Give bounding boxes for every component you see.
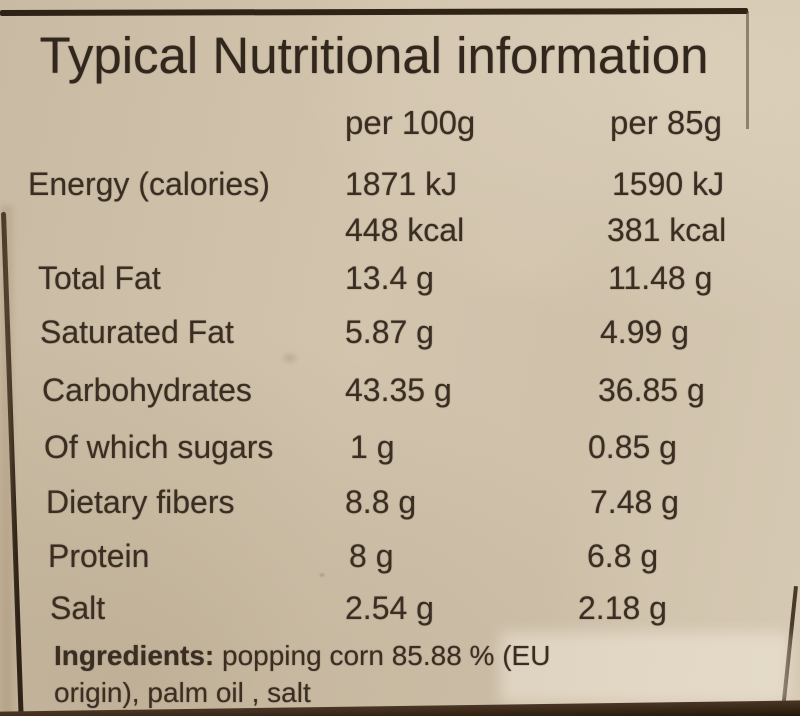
nutrient-name: Total Fat (38, 260, 161, 296)
ingredients-heading: Ingredients: (54, 640, 215, 671)
nutrient-name: Carbohydrates (42, 372, 252, 408)
value-per-85g: 11.48 g (608, 260, 713, 296)
light-reflection (500, 632, 790, 704)
value-per-85g: 4.99 g (600, 314, 689, 350)
nutrient-name: Saturated Fat (40, 314, 234, 350)
value-per-100g: 5.87 g (345, 314, 434, 350)
value-per-100g: 1871 kJ (345, 166, 458, 202)
label-right-border-top (746, 11, 749, 129)
nutrient-name: Of which sugars (44, 429, 274, 465)
table-row-dietary-fibers: Dietary fibers 8.8 g 7.48 g (0, 484, 790, 520)
value-per-85g: 0.85 g (588, 429, 677, 465)
column-header-per-85g: per 85g (610, 104, 722, 141)
value-per-100g: 1 g (350, 429, 395, 465)
column-header-per-100g: per 100g (345, 104, 476, 141)
label-title: Typical Nutritional information (39, 27, 709, 84)
table-row-carbohydrates: Carbohydrates 43.35 g 36.85 g (0, 372, 790, 408)
nutrient-name: Energy (calories) (28, 166, 270, 202)
table-row-energy-kcal: 448 kcal 381 kcal (0, 212, 790, 248)
nutrient-name: Protein (48, 538, 150, 574)
nutrient-name (0, 214, 345, 248)
ingredients-line: Ingredients: popping corn 85.88 % (EU or… (54, 637, 609, 711)
value-per-85g: 2.18 g (578, 590, 667, 626)
value-per-100g: 13.4 g (345, 260, 434, 296)
value-per-100g: 8.8 g (345, 484, 417, 520)
value-per-100g: 43.35 g (345, 372, 452, 408)
value-per-85g: 7.48 g (590, 484, 679, 520)
table-row-protein: Protein 8 g 6.8 g (0, 538, 790, 574)
value-per-85g: 381 kcal (607, 212, 727, 248)
nutrient-name: Salt (50, 590, 106, 626)
table-row-sugars: Of which sugars 1 g 0.85 g (0, 429, 790, 465)
table-row-total-fat: Total Fat 13.4 g 11.48 g (0, 260, 790, 296)
column-header-spacer (0, 106, 345, 141)
value-per-100g: 448 kcal (345, 212, 465, 248)
table-row-energy: Energy (calories) 1871 kJ 1590 kJ (0, 166, 790, 202)
value-per-85g: 6.8 g (587, 538, 659, 574)
value-per-85g: 1590 kJ (612, 166, 725, 202)
left-edge-shadow (0, 205, 13, 716)
column-header-row: per 100g per 85g (0, 104, 790, 141)
table-row-saturated-fat: Saturated Fat 5.87 g 4.99 g (0, 314, 790, 350)
value-per-100g: 2.54 g (345, 590, 434, 626)
nutrient-name: Dietary fibers (46, 484, 235, 520)
ingredients-text: popping corn 85.88 % (EU origin), palm o… (54, 640, 551, 708)
value-per-85g: 36.85 g (598, 372, 705, 408)
table-row-salt: Salt 2.54 g 2.18 g (0, 590, 790, 626)
value-per-100g: 8 g (349, 538, 394, 574)
